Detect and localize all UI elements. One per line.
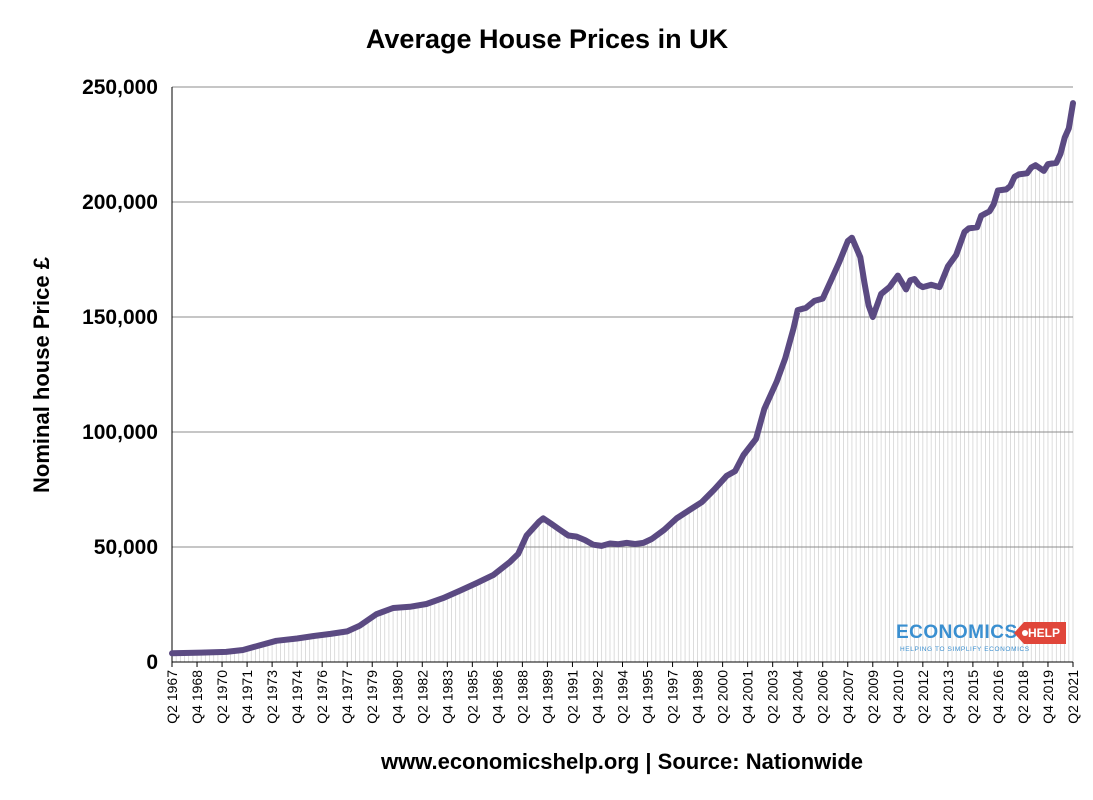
x-tick-label: Q2 2006 <box>815 670 831 724</box>
x-tick-label: Q2 1970 <box>214 670 230 724</box>
x-tick-label: Q2 2018 <box>1015 670 1031 724</box>
x-tick-label: Q4 1971 <box>239 670 255 724</box>
x-tick-label: Q2 1979 <box>364 670 380 724</box>
x-tick-label: Q2 1985 <box>464 670 480 724</box>
x-tick-label: Q4 1983 <box>439 670 455 724</box>
x-tick-label: Q4 2001 <box>740 670 756 724</box>
x-tick-label: Q2 1994 <box>615 670 631 724</box>
x-tick-label: Q2 1973 <box>264 670 280 724</box>
x-axis-ticks: Q2 1967 Q4 1968 Q2 1970 Q4 1971 Q2 1973 Q4 19… <box>164 662 1081 724</box>
x-tick-label: Q4 2016 <box>990 670 1006 724</box>
horizontal-gridlines <box>172 86 1073 548</box>
logo-tagline: HELPING TO SIMPLIFY ECONOMICS <box>900 646 1030 653</box>
y-tick-label: 250,000 <box>82 76 158 99</box>
vertical-gridlines <box>171 103 1074 662</box>
x-tick-label: Q2 2009 <box>865 670 881 724</box>
y-axis-label: Nominal house Price £ <box>29 256 54 493</box>
x-tick-label: Q4 1992 <box>589 670 605 724</box>
x-tick-label: Q2 2000 <box>715 670 731 724</box>
x-tick-label: Q4 1995 <box>640 670 656 724</box>
x-tick-label: Q2 2003 <box>765 670 781 724</box>
economics-help-logo: ECONOMICS HELP HELPING TO SIMPLIFY ECONO… <box>896 622 1067 658</box>
x-axis-label: www.economicshelp.org | Source: Nationwi… <box>380 749 863 774</box>
y-tick-label: 100,000 <box>82 421 158 444</box>
y-tick-label: 150,000 <box>82 306 158 329</box>
x-tick-label: Q2 1967 <box>164 670 180 724</box>
logo-tag: HELP <box>1014 622 1067 644</box>
y-tick-label: 200,000 <box>82 191 158 214</box>
x-tick-label: Q2 2015 <box>965 670 981 724</box>
logo-brand: ECONOMICS <box>896 622 1018 643</box>
x-tick-label: Q4 1968 <box>189 670 205 724</box>
x-tick-label: Q2 1982 <box>414 670 430 724</box>
x-tick-label: Q4 1977 <box>339 670 355 724</box>
x-tick-label: Q2 2021 <box>1065 670 1081 724</box>
x-tick-label: Q2 1988 <box>514 670 530 724</box>
x-tick-label: Q4 1989 <box>539 670 555 724</box>
x-tick-label: Q4 2019 <box>1040 670 1056 724</box>
y-tick-label: 50,000 <box>94 536 158 559</box>
x-tick-label: Q4 1998 <box>690 670 706 724</box>
x-tick-label: Q4 2013 <box>940 670 956 724</box>
chart-title: Average House Prices in UK <box>366 24 729 54</box>
series-line-nominal-house-price <box>169 100 1076 657</box>
x-tick-label: Q4 1980 <box>389 670 405 724</box>
x-tick-label: Q4 1986 <box>489 670 505 724</box>
x-tick-label: Q4 2007 <box>840 670 856 724</box>
x-tick-label: Q4 2004 <box>790 670 806 724</box>
y-tick-label: 0 <box>146 651 158 674</box>
y-axis-ticks: 0 50,000 100,000 150,000 200,000 250,000 <box>82 76 158 674</box>
x-tick-label: Q2 1997 <box>665 670 681 724</box>
x-tick-label: Q4 2010 <box>890 670 906 724</box>
x-tick-label: Q2 1991 <box>564 670 580 724</box>
x-tick-label: Q2 2012 <box>915 670 931 724</box>
x-tick-label: Q2 1976 <box>314 670 330 724</box>
x-tick-label: Q4 1974 <box>289 670 305 724</box>
